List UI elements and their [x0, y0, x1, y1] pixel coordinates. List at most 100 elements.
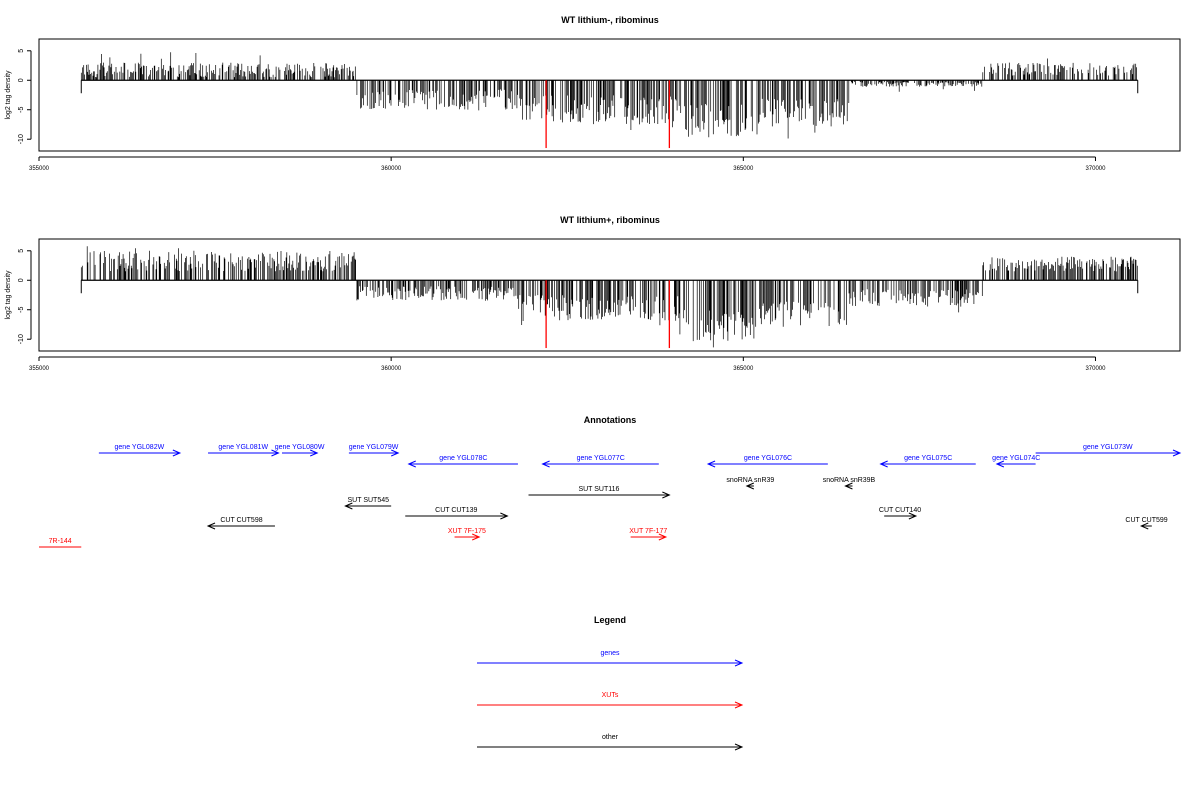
annotation-feature: gene YGL080W [275, 444, 325, 457]
x-tick-label: 360000 [381, 366, 402, 372]
feature-label: gene YGL076C [744, 455, 792, 462]
x-axis: 355000 360000 365000 370000 [29, 156, 1106, 172]
arrow-right-icon [472, 533, 481, 541]
plot-frame [38, 238, 1181, 352]
feature-label: gene YGL074C [992, 455, 1040, 462]
y-tick-label: -5 [18, 107, 25, 113]
feature-label: gene YGL082W [115, 444, 165, 451]
annotation-feature: gene YGL076C [706, 455, 828, 468]
x-tick-label: 370000 [1085, 366, 1106, 372]
highlight-markers [545, 280, 671, 349]
highlight-markers [545, 80, 671, 149]
annotation-feature: 7R-144 [39, 538, 82, 548]
annotation-feature: gene YGL074C [992, 455, 1040, 468]
annotation-feature: snoRNA snR39 [726, 477, 774, 490]
arrow-right-icon [658, 533, 668, 541]
arrow-right-icon [734, 701, 744, 709]
legend-label: XUTs [602, 692, 619, 699]
annotation-feature: gene YGL079W [349, 444, 400, 457]
arrow-left-icon [407, 460, 416, 468]
density-bar-series [80, 246, 1138, 348]
feature-label: gene YGL075C [904, 455, 952, 462]
x-tick-label: 365000 [733, 366, 754, 372]
annotation-feature: gene YGL077C [541, 455, 659, 468]
feature-label: snoRNA snR39 [726, 477, 774, 484]
y-tick-label: 0 [18, 278, 25, 282]
panel-title: WT lithium+, ribominus [560, 215, 660, 225]
arrow-right-icon [734, 659, 744, 667]
feature-label: gene YGL077C [577, 455, 625, 462]
arrow-left-icon [995, 460, 1005, 468]
feature-label: XUT 7F-177 [629, 528, 667, 535]
annotation-features: gene YGL082W gene YGL081W gene YGL080W gene… [39, 444, 1182, 548]
y-axis-label: log2 tag density [5, 270, 12, 320]
feature-label: gene YGL079W [349, 444, 399, 451]
annotation-feature: CUT CUT599 [1125, 517, 1168, 530]
y-axis-label: log2 tag density [5, 70, 12, 120]
y-tick-label: -10 [18, 334, 25, 344]
feature-label: gene YGL080W [275, 444, 325, 451]
arrow-left-icon [706, 460, 716, 468]
arrow-right-icon [391, 449, 400, 457]
arrow-right-icon [908, 512, 918, 520]
y-tick-label: -5 [18, 307, 25, 313]
arrow-left-icon [879, 460, 888, 468]
y-axis: -10 -5 0 5 [18, 49, 32, 144]
arrow-left-icon [745, 482, 755, 490]
track-panel-lithium-minus: WT lithium-, ribominus log2 tag density … [5, 15, 1181, 172]
feature-label: CUT CUT140 [879, 507, 921, 514]
feature-label: 7R-144 [49, 538, 72, 545]
annotation-feature: XUT 7F-177 [629, 528, 668, 541]
density-bars [80, 52, 1139, 139]
annotation-feature: gene YGL075C [879, 455, 976, 468]
arrow-left-icon [844, 482, 853, 490]
feature-label: snoRNA snR39B [823, 477, 876, 484]
y-tick-label: 5 [18, 249, 25, 253]
legend-items: genes XUTs other [477, 650, 744, 751]
legend: Legend genes XUTs other [477, 615, 744, 751]
plot-frame [38, 38, 1181, 152]
feature-label: SUT SUT545 [348, 497, 390, 504]
annotation-feature: CUT CUT598 [206, 517, 275, 530]
legend-item: other [477, 734, 744, 751]
feature-label: gene YGL073W [1083, 444, 1133, 451]
legend-title: Legend [594, 615, 626, 625]
y-tick-label: 5 [18, 49, 25, 53]
annotation-feature: CUT CUT140 [879, 507, 921, 520]
feature-label: gene YGL081W [218, 444, 268, 451]
annotation-feature: CUT CUT139 [405, 507, 509, 520]
arrow-left-icon [344, 502, 353, 510]
arrow-right-icon [662, 491, 671, 499]
feature-label: gene YGL078C [439, 455, 487, 462]
feature-label: CUT CUT599 [1125, 517, 1167, 524]
legend-item: XUTs [477, 692, 744, 709]
x-tick-label: 365000 [733, 166, 754, 172]
arrow-right-icon [310, 449, 319, 457]
legend-label: other [602, 734, 619, 741]
y-tick-label: 0 [18, 78, 25, 82]
arrow-left-icon [541, 460, 550, 468]
annotation-feature: snoRNA snR39B [823, 477, 876, 490]
feature-label: CUT CUT139 [435, 507, 477, 514]
y-tick-label: -10 [18, 134, 25, 144]
arrow-left-icon [206, 522, 216, 530]
arrow-right-icon [734, 743, 744, 751]
x-tick-label: 355000 [29, 166, 50, 172]
density-bar-series [80, 52, 1137, 139]
track-panel-lithium-plus: WT lithium+, ribominus log2 tag density … [5, 215, 1181, 372]
annotations-panel: Annotations gene YGL082W gene YGL081W gene… [39, 415, 1182, 548]
x-tick-label: 355000 [29, 366, 50, 372]
legend-label: genes [600, 650, 620, 657]
density-bars [80, 246, 1139, 348]
annotation-feature: SUT SUT545 [344, 497, 392, 510]
annotation-feature: gene YGL073W [1035, 444, 1182, 457]
x-axis: 355000 360000 365000 370000 [29, 356, 1106, 372]
annotation-feature: gene YGL081W [208, 444, 280, 457]
arrow-right-icon [1172, 449, 1182, 457]
feature-label: XUT 7F-175 [448, 528, 486, 535]
annotation-feature: SUT SUT116 [528, 486, 671, 499]
feature-label: SUT SUT116 [578, 486, 619, 493]
panel-title: WT lithium-, ribominus [561, 15, 659, 25]
feature-label: CUT CUT598 [220, 517, 262, 524]
